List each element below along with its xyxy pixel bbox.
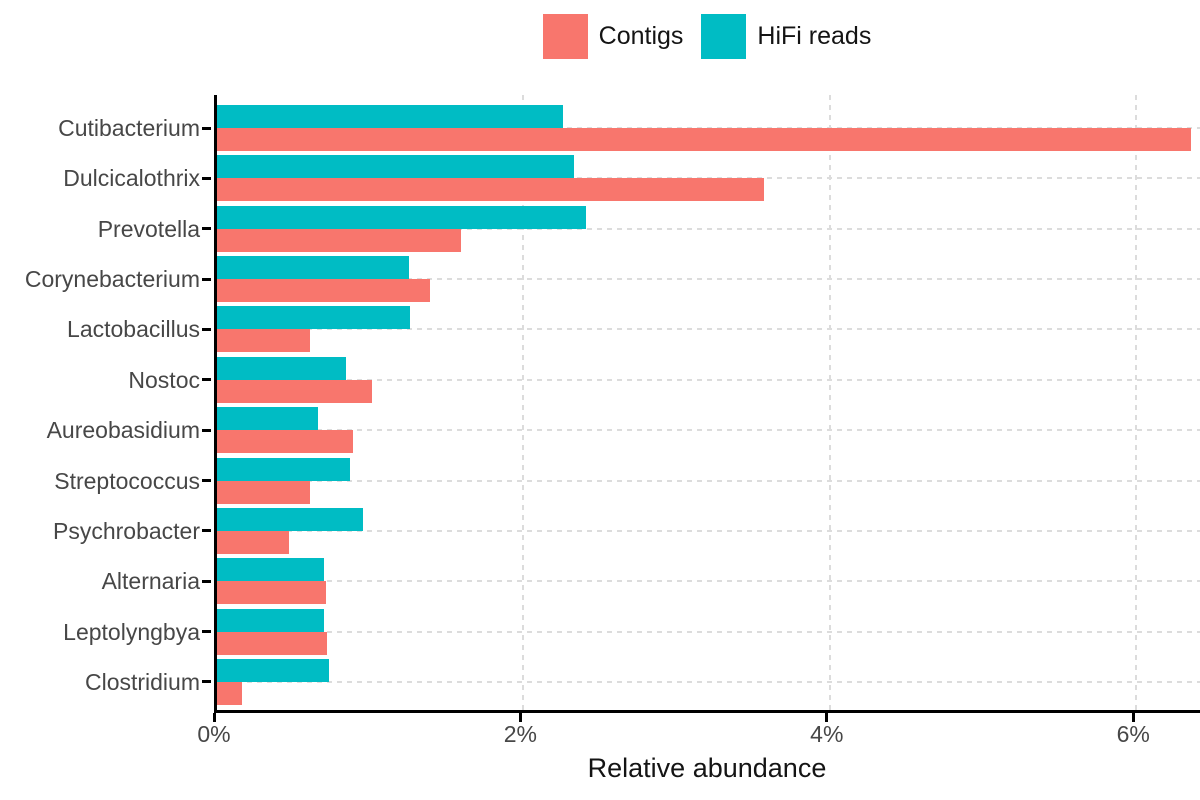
bar-contigs [217, 279, 430, 303]
x-tick-label: 4% [810, 721, 844, 747]
category-tick [202, 579, 211, 583]
gridline-horizontal [217, 630, 1200, 633]
bar-contigs [217, 681, 242, 705]
gridline-horizontal [217, 227, 1200, 230]
legend-swatch-hifi-reads [701, 13, 747, 59]
bar-contigs [217, 581, 326, 605]
x-tick [518, 713, 522, 722]
gridline-vertical [828, 95, 831, 710]
bar-hifi-reads [217, 256, 409, 280]
gridline-horizontal [217, 680, 1200, 683]
x-tick-label: 2% [503, 721, 538, 747]
bar-hifi-reads [217, 658, 329, 682]
bar-contigs [217, 228, 461, 252]
gridline-horizontal [217, 278, 1200, 281]
x-tick [1131, 713, 1135, 722]
category-label: Corynebacterium [24, 266, 200, 293]
x-tick-label: 0% [197, 721, 231, 747]
category-tick [202, 479, 211, 483]
bar-hifi-reads [217, 205, 587, 229]
bar-hifi-reads [217, 155, 574, 179]
legend-label-hifi-reads: HiFi reads [757, 21, 872, 50]
category-label: Psychrobacter [52, 517, 200, 544]
category-tick [202, 327, 211, 331]
legend: Contigs HiFi reads [214, 8, 1200, 64]
category-label: Alternaria [101, 568, 200, 595]
category-label: Streptococcus [54, 467, 200, 494]
gridline-horizontal [217, 580, 1200, 583]
bar-contigs [217, 379, 372, 403]
category-tick [202, 227, 211, 231]
bar-contigs [217, 631, 328, 655]
x-tick-label: 6% [1116, 721, 1150, 747]
gridline-horizontal [217, 328, 1200, 331]
gridline-horizontal [217, 529, 1200, 532]
category-label: Aureobasidium [46, 417, 200, 444]
bar-hifi-reads [217, 105, 564, 128]
category-label: Lactobacillus [67, 316, 200, 343]
category-tick [202, 680, 211, 684]
gridline-horizontal [217, 378, 1200, 381]
bar-contigs [217, 480, 311, 504]
bar-contigs [217, 329, 311, 353]
legend-item-contigs: Contigs [542, 13, 684, 59]
gridline-vertical [1135, 95, 1138, 710]
gridline-vertical [522, 95, 525, 710]
category-tick [202, 378, 211, 382]
plot-panel [214, 95, 1200, 713]
bar-hifi-reads [217, 407, 319, 431]
gridline-horizontal [217, 429, 1200, 432]
bar-hifi-reads [217, 306, 411, 330]
bar-hifi-reads [217, 356, 346, 380]
legend-swatch-contigs [542, 13, 588, 59]
x-tick [825, 713, 829, 722]
category-label: Cutibacterium [58, 115, 200, 141]
bar-hifi-reads [217, 608, 325, 632]
bar-hifi-reads [217, 457, 351, 481]
x-axis-title: Relative abundance [587, 753, 827, 783]
category-label: Prevotella [97, 215, 200, 242]
category-tick [202, 126, 211, 130]
bar-hifi-reads [217, 558, 325, 582]
bar-contigs [217, 128, 1192, 151]
category-tick [202, 277, 211, 281]
category-label: Clostridium [84, 668, 200, 695]
category-tick [202, 176, 211, 180]
x-tick [212, 713, 216, 722]
gridline-horizontal [217, 479, 1200, 482]
bar-contigs [217, 530, 289, 554]
bar-contigs [217, 430, 354, 454]
category-label: Dulcicalothrix [63, 165, 200, 192]
category-tick [202, 630, 211, 634]
bar-contigs [217, 178, 764, 202]
category-tick [202, 428, 211, 432]
category-label: Leptolyngbya [63, 618, 200, 645]
legend-label-contigs: Contigs [598, 21, 684, 50]
legend-item-hifi-reads: HiFi reads [701, 13, 872, 59]
bar-hifi-reads [217, 507, 363, 531]
category-tick [202, 529, 211, 533]
category-label: Nostoc [128, 366, 200, 393]
